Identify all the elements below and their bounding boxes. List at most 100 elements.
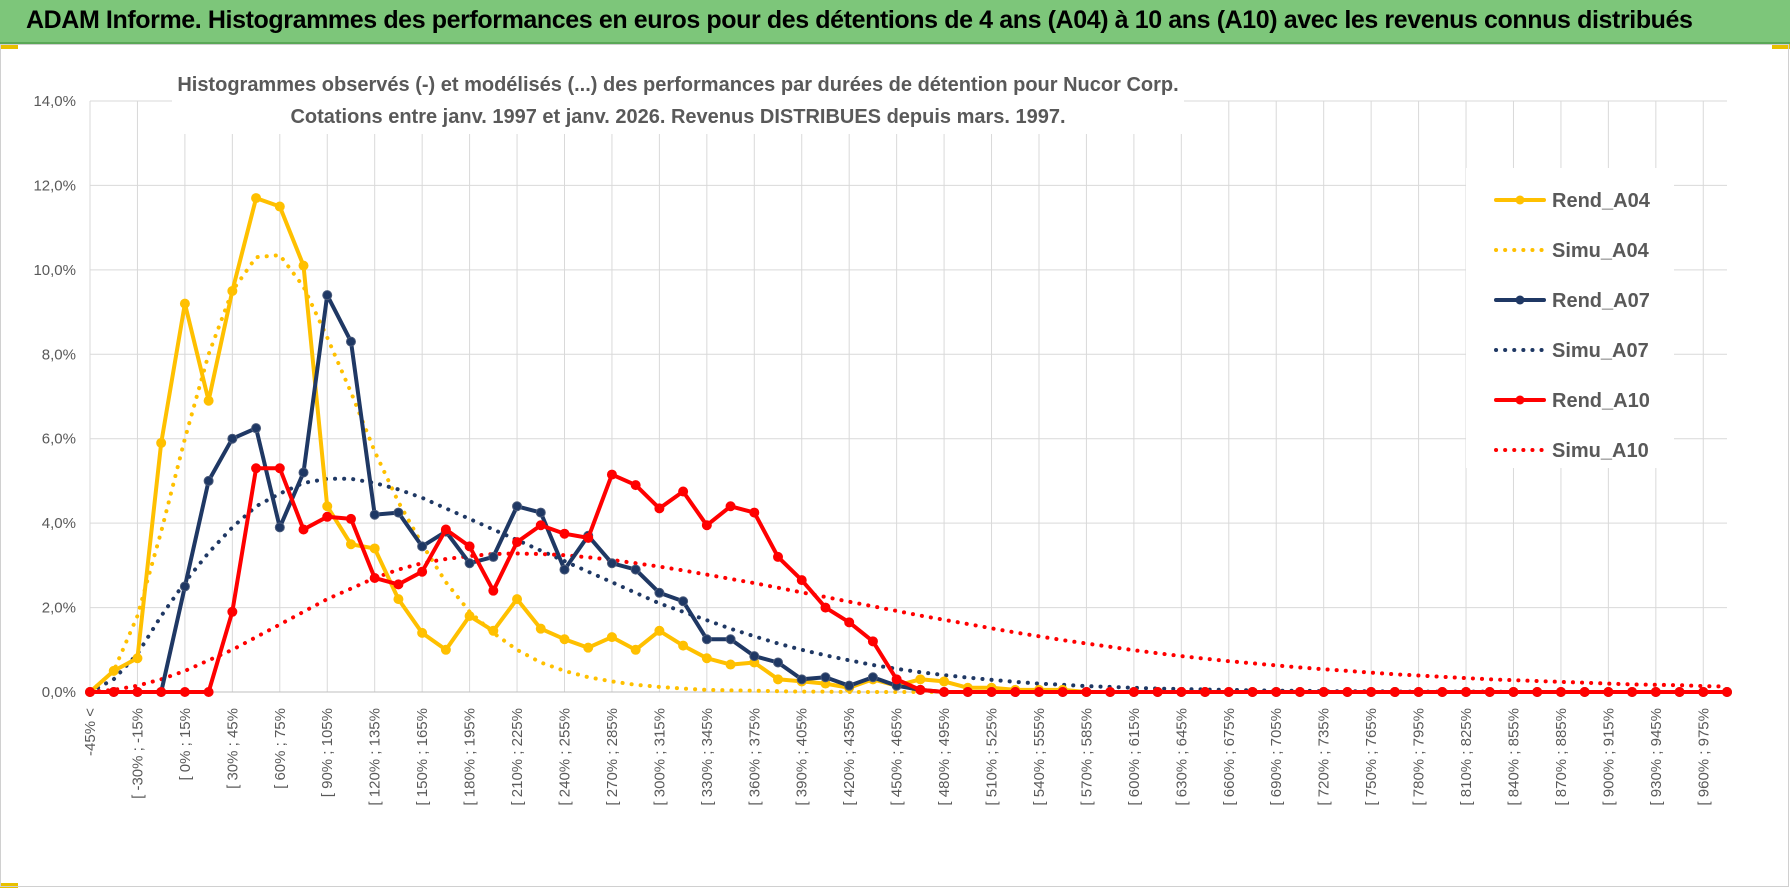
data-point-rend_a10 xyxy=(488,585,499,596)
data-point-rend_a10 xyxy=(820,602,831,613)
data-point-rend_a07 xyxy=(274,522,285,533)
data-point-rend_a10 xyxy=(1366,687,1377,697)
data-point-rend_a10 xyxy=(108,687,119,697)
data-point-rend_a10 xyxy=(773,551,784,562)
x-tick-label: [ 780% ; 795% xyxy=(1411,708,1428,806)
data-point-rend_a04 xyxy=(535,623,546,634)
data-point-rend_a07 xyxy=(179,581,190,592)
x-tick-label: [ 210% ; 225% xyxy=(509,708,526,806)
data-point-rend_a10 xyxy=(1627,687,1638,697)
x-tick-label: [ 900% ; 915% xyxy=(1600,708,1617,806)
data-point-rend_a10 xyxy=(891,674,902,685)
x-tick-label: [ 630% ; 645% xyxy=(1173,708,1190,806)
x-axis-ticks: -45% < [ -30% ; -15% [ 0% ; 15% [ 30% ; 45%… xyxy=(82,708,1712,806)
title-background xyxy=(172,66,1184,134)
data-point-rend_a07 xyxy=(417,541,428,552)
data-point-rend_a10 xyxy=(179,687,190,697)
data-point-rend_a04 xyxy=(654,625,665,636)
data-point-rend_a10 xyxy=(1674,687,1685,697)
data-point-rend_a04 xyxy=(583,642,594,653)
data-point-rend_a10 xyxy=(251,463,262,474)
data-point-rend_a07 xyxy=(345,336,356,347)
data-point-rend_a07 xyxy=(725,634,736,645)
data-point-rend_a10 xyxy=(867,636,878,647)
data-point-rend_a04 xyxy=(322,501,333,512)
data-point-rend_a10 xyxy=(1271,687,1282,697)
x-tick-label: [ 540% ; 555% xyxy=(1031,708,1048,806)
data-point-rend_a04 xyxy=(512,594,523,605)
data-point-rend_a07 xyxy=(322,290,333,301)
data-point-rend_a10 xyxy=(1603,687,1614,697)
legend-label-simu_a04: Simu_A04 xyxy=(1552,240,1650,262)
x-tick-label: [ 660% ; 675% xyxy=(1221,708,1238,806)
x-tick-label: [ 510% ; 525% xyxy=(984,708,1001,806)
data-point-rend_a04 xyxy=(179,298,190,309)
data-point-rend_a10 xyxy=(1223,687,1234,697)
data-point-rend_a10 xyxy=(417,566,428,577)
data-point-rend_a07 xyxy=(298,467,309,478)
data-point-rend_a10 xyxy=(559,528,570,539)
data-point-rend_a07 xyxy=(701,634,712,645)
data-point-rend_a07 xyxy=(678,596,689,607)
data-point-rend_a10 xyxy=(701,520,712,531)
data-point-rend_a10 xyxy=(440,524,451,535)
data-point-rend_a07 xyxy=(251,423,262,434)
data-point-rend_a10 xyxy=(1010,687,1021,697)
data-point-rend_a10 xyxy=(1057,687,1068,697)
data-point-rend_a04 xyxy=(369,543,380,554)
y-tick-label: 8,0% xyxy=(42,346,76,363)
x-tick-label: [ 240% ; 255% xyxy=(556,708,573,806)
data-point-rend_a07 xyxy=(227,433,238,444)
y-tick-label: 4,0% xyxy=(42,515,76,532)
data-point-rend_a10 xyxy=(1081,687,1092,697)
legend-marker-rend_a10 xyxy=(1515,395,1525,405)
data-point-rend_a10 xyxy=(1461,687,1472,697)
x-tick-label: [ 270% ; 285% xyxy=(604,708,621,806)
data-point-rend_a04 xyxy=(132,653,143,664)
x-tick-label: [ -30% ; -15% xyxy=(129,708,146,799)
y-tick-label: 12,0% xyxy=(33,177,76,194)
data-point-rend_a07 xyxy=(559,564,570,575)
legend-marker-rend_a04 xyxy=(1515,195,1525,205)
data-point-rend_a04 xyxy=(417,627,428,638)
x-tick-label: [ 0% ; 15% xyxy=(177,708,194,781)
data-point-rend_a10 xyxy=(203,687,214,697)
x-tick-label: [ 360% ; 375% xyxy=(746,708,763,806)
x-tick-label: [ 330% ; 345% xyxy=(699,708,716,806)
x-tick-label: [ 600% ; 615% xyxy=(1126,708,1143,806)
data-point-rend_a10 xyxy=(844,617,855,628)
y-tick-label: 0,0% xyxy=(42,684,76,701)
data-point-rend_a10 xyxy=(962,687,973,697)
data-point-rend_a10 xyxy=(654,503,665,514)
x-tick-label: [ 300% ; 315% xyxy=(651,708,668,806)
data-point-rend_a10 xyxy=(1722,687,1732,697)
legend-background xyxy=(1466,168,1674,468)
data-point-rend_a10 xyxy=(630,480,641,491)
data-point-rend_a10 xyxy=(1555,687,1566,697)
data-point-rend_a10 xyxy=(1176,687,1187,697)
data-point-rend_a10 xyxy=(1128,687,1139,697)
data-point-rend_a10 xyxy=(1698,687,1709,697)
x-tick-label: [ 840% ; 855% xyxy=(1505,708,1522,806)
x-tick-label: [ 720% ; 735% xyxy=(1316,708,1333,806)
series-line-simu_a07 xyxy=(88,476,1729,694)
data-point-rend_a10 xyxy=(1033,687,1044,697)
legend-label-simu_a07: Simu_A07 xyxy=(1552,340,1649,362)
data-point-rend_a07 xyxy=(773,657,784,668)
x-tick-label: [ 30% ; 45% xyxy=(224,708,241,789)
data-point-rend_a10 xyxy=(512,537,523,548)
y-tick-label: 14,0% xyxy=(33,93,76,110)
data-point-rend_a10 xyxy=(796,575,807,586)
data-point-rend_a04 xyxy=(345,539,356,550)
data-point-rend_a10 xyxy=(1579,687,1590,697)
data-point-rend_a04 xyxy=(440,644,451,655)
x-tick-label: [ 810% ; 825% xyxy=(1458,708,1475,806)
data-point-rend_a10 xyxy=(606,469,617,480)
data-point-rend_a04 xyxy=(725,659,736,670)
data-point-rend_a07 xyxy=(606,558,617,569)
data-point-rend_a10 xyxy=(1484,687,1495,697)
data-point-rend_a10 xyxy=(322,511,333,522)
data-point-rend_a10 xyxy=(132,687,143,697)
x-tick-label: [ 480% ; 495% xyxy=(936,708,953,806)
